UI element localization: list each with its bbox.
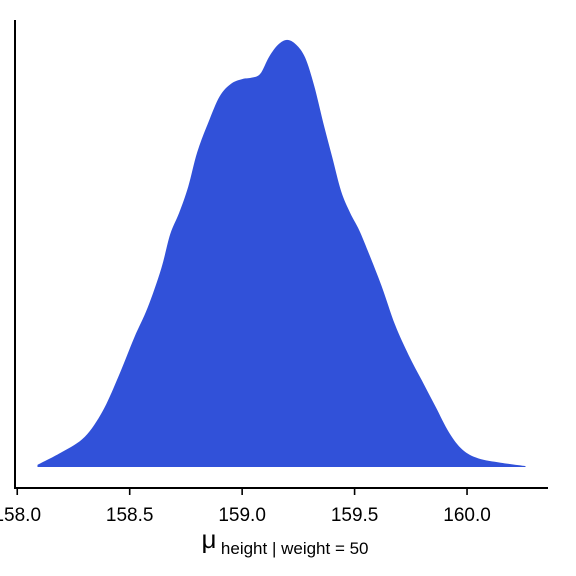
x-tick-label: 159.5 bbox=[331, 505, 379, 526]
x-tick-label: 159.0 bbox=[218, 505, 266, 526]
x-tick-label: 158.5 bbox=[106, 505, 154, 526]
x-axis-title-symbol: μ bbox=[201, 524, 216, 554]
density-area bbox=[37, 39, 526, 467]
x-axis-ticks: 158.0 158.5 159.0 159.5 160.0 bbox=[0, 488, 491, 526]
x-tick-label: 158.0 bbox=[0, 505, 41, 526]
x-tick-label: 160.0 bbox=[443, 505, 491, 526]
x-axis-title-subscript: height | weight = 50 bbox=[221, 539, 369, 558]
x-axis-title: μ height | weight = 50 bbox=[201, 524, 368, 558]
